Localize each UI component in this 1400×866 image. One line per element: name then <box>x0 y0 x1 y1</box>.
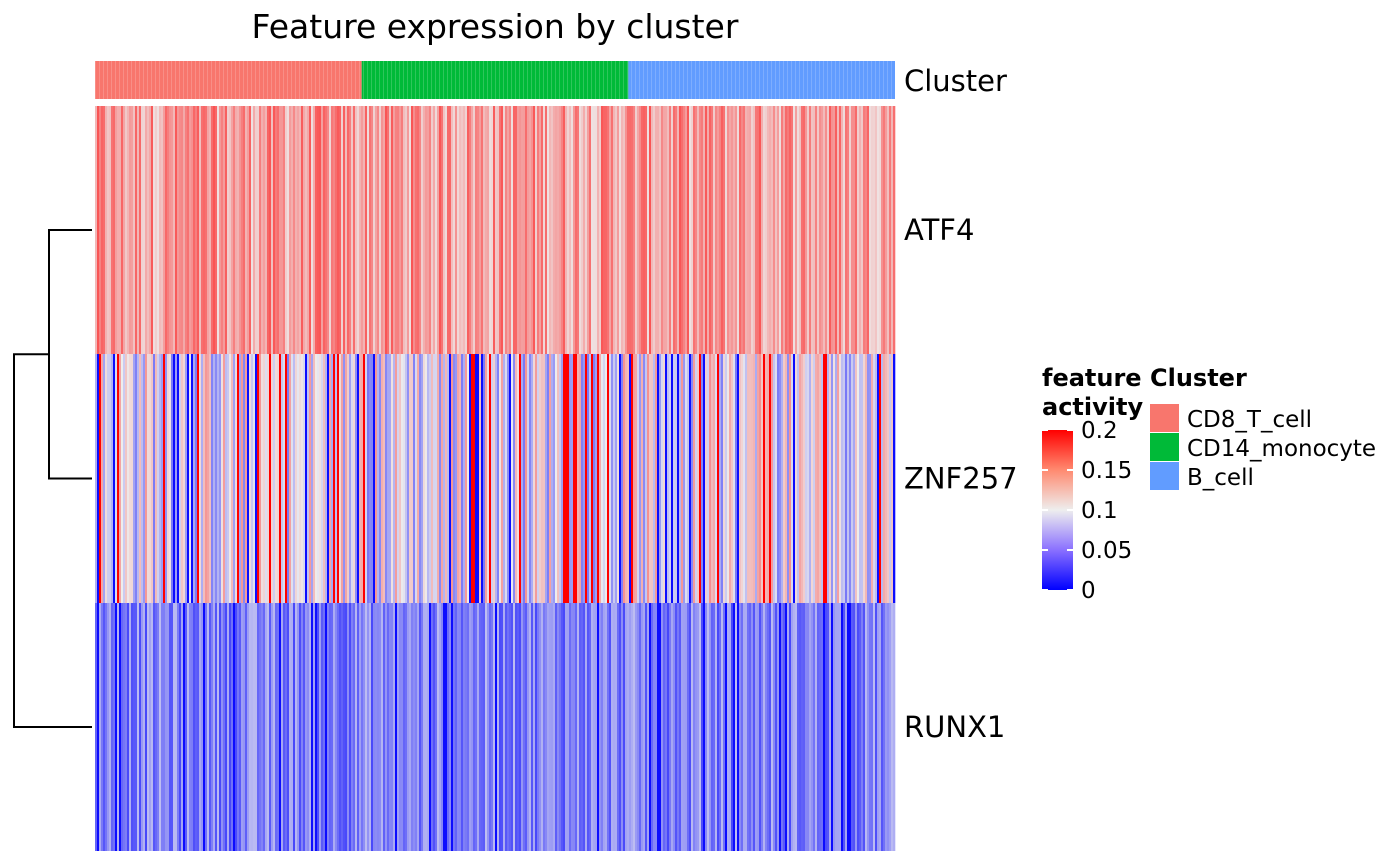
dendrogram-branch-ATF4-ZNF257 <box>48 229 92 480</box>
cluster-key-label: CD14_monocyte <box>1187 436 1376 462</box>
annotation-label: Cluster <box>904 64 1007 98</box>
cluster-key-label: B_cell <box>1187 465 1254 491</box>
color-legend-tick-label: 0.2 <box>1081 418 1118 444</box>
heatmap-body <box>95 106 896 851</box>
row-label-ATF4: ATF4 <box>904 213 974 247</box>
cluster-key-CD8_T_cell <box>1150 404 1179 432</box>
color-legend-title-line2: activity <box>1042 393 1143 421</box>
annotation-segment-CD8_T_cell <box>95 61 362 99</box>
color-legend-tick-label: 0.05 <box>1081 538 1132 564</box>
annotation-segment-B_cell <box>628 61 895 99</box>
row-label-RUNX1: RUNX1 <box>904 710 1005 744</box>
color-legend-tick-label: 0 <box>1081 578 1096 604</box>
heatmap-row-ZNF257 <box>95 354 896 603</box>
cluster-key-B_cell <box>1150 462 1179 490</box>
color-legend-tick-label: 0.1 <box>1081 498 1118 524</box>
chart-title: Feature expression by cluster <box>252 7 739 46</box>
cluster-key-CD14_monocyte <box>1150 433 1179 461</box>
annotation-segment-CD14_monocyte <box>361 61 629 99</box>
heatmap-row-RUNX1 <box>95 603 896 851</box>
dendrogram-branch-root <box>13 353 92 728</box>
heatmap-row-ATF4 <box>95 106 896 354</box>
color-legend-tick-label: 0.15 <box>1081 458 1132 484</box>
color-legend: feature activity 0.2 0.15 0.1 0.05 0 <box>1042 364 1143 604</box>
row-label-ZNF257: ZNF257 <box>904 462 1018 496</box>
cluster-key-label: CD8_T_cell <box>1187 407 1312 433</box>
color-legend-title-line1: feature <box>1042 364 1142 392</box>
cluster-legend-title: Cluster <box>1150 364 1247 392</box>
cluster-annotation-bar <box>95 61 895 99</box>
cluster-legend: Cluster CD8_T_cell CD14_monocyte B_cell <box>1150 364 1376 491</box>
row-labels: ATF4 ZNF257 RUNX1 <box>904 213 1018 744</box>
row-dendrogram <box>13 229 92 728</box>
